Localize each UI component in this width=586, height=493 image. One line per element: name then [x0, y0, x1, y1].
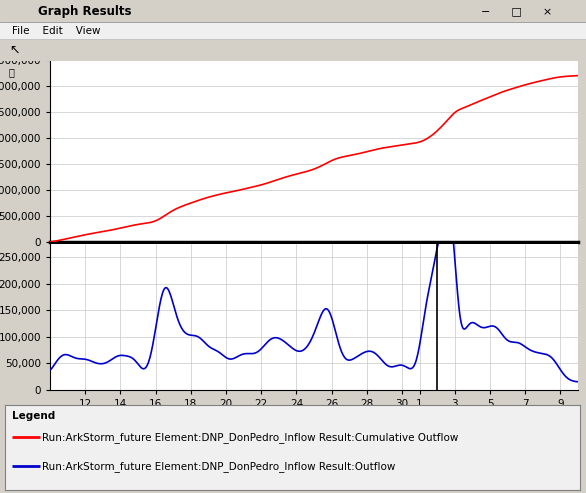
Text: Jan2072: Jan2072	[223, 412, 265, 423]
Text: Legend: Legend	[12, 411, 55, 421]
Text: 🔍: 🔍	[9, 67, 15, 77]
Text: Run:ArkStorm_future Element:DNP_DonPedro_Inflow Result:Outflow: Run:ArkStorm_future Element:DNP_DonPedro…	[42, 461, 396, 472]
Text: Run:ArkStorm_future Element:DNP_DonPedro_Inflow Result:Cumulative Outflow: Run:ArkStorm_future Element:DNP_DonPedro…	[42, 432, 459, 443]
Text: File    Edit    View: File Edit View	[12, 26, 100, 35]
Text: −      □      ×: − □ ×	[481, 6, 552, 16]
Text: Graph Results: Graph Results	[38, 4, 132, 17]
Text: ↖: ↖	[9, 43, 19, 57]
Text: Feb2072: Feb2072	[485, 412, 530, 423]
